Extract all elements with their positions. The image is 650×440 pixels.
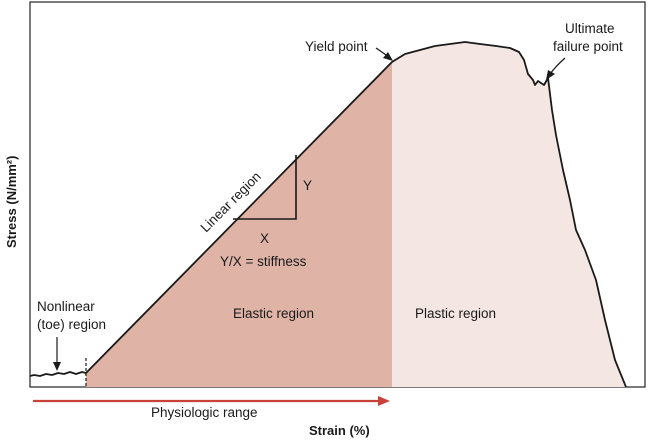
- ultimate-label-line1: Ultimate: [565, 21, 615, 36]
- y-axis-title: Stress (N/mm²): [4, 156, 19, 248]
- ultimate-arrow-head: [546, 70, 555, 80]
- ultimate-label-line2: failure point: [553, 39, 623, 54]
- plastic-region-label: Plastic region: [415, 306, 496, 321]
- elastic-region-label: Elastic region: [233, 306, 314, 321]
- stiffness-label: Y/X = stiffness: [220, 254, 307, 269]
- yield-arrow-head: [383, 52, 393, 61]
- physiologic-range-label: Physiologic range: [151, 405, 258, 420]
- triangle-y-label: Y: [303, 178, 312, 193]
- x-axis-title: Strain (%): [309, 423, 370, 438]
- physiologic-range-arrow-head: [378, 396, 390, 406]
- yield-point-label: Yield point: [305, 39, 368, 54]
- triangle-x-label: X: [260, 231, 269, 246]
- plastic-region-fill: [392, 42, 626, 387]
- stress-strain-curve: [29, 41, 627, 388]
- stiffness-triangle: [233, 155, 297, 220]
- toe-region-label-line1: Nonlinear: [37, 299, 95, 314]
- elastic-region-fill: [86, 62, 392, 387]
- toe-region-label-line2: (toe) region: [37, 317, 106, 332]
- toe-arrow-head: [53, 362, 61, 371]
